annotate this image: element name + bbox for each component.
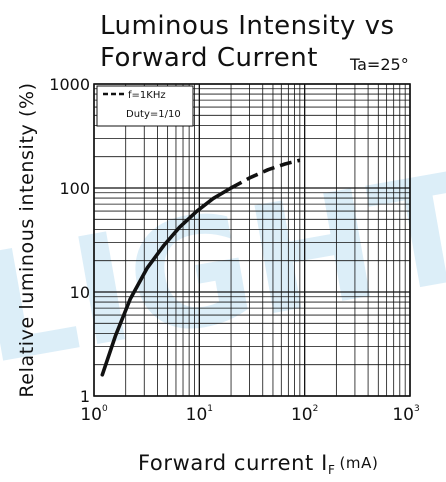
x-tick-exponent: 1 [207, 404, 213, 414]
x-tick-label: 101 [186, 404, 213, 425]
svg-text:Forward current IF(mA): Forward current IF (mA) [138, 451, 378, 477]
y-axis-label: Relative luminous intensity (%) [16, 82, 38, 397]
x-tick-base: 10 [291, 405, 313, 425]
x-tick-base: 10 [186, 405, 208, 425]
x-tick-label: 102 [291, 404, 318, 425]
x-tick-base: 10 [80, 405, 102, 425]
y-tick-label: 1000 [49, 75, 90, 94]
condition-label: Ta=25° [349, 55, 409, 74]
legend-line2: Duty=1/10 [126, 109, 181, 120]
x-tick-label: 103 [392, 404, 419, 425]
legend-line1: f=1KHz [128, 90, 166, 101]
y-tick-label: 100 [59, 179, 90, 198]
x-axis-label-unit: (mA) [339, 454, 378, 472]
x-tick-base: 10 [392, 405, 414, 425]
x-tick-exponent: 0 [102, 404, 108, 414]
y-tick-label: 10 [70, 283, 90, 302]
chart-title-line2: Forward Current [100, 43, 318, 73]
x-tick-label: 100 [80, 404, 108, 425]
x-tick-exponent: 2 [313, 404, 319, 414]
x-axis-label-main: Forward current I [138, 451, 328, 475]
x-axis-label: Forward current IF (mA) [138, 451, 378, 477]
chart-title-line1: Luminous Intensity vs [100, 11, 395, 41]
x-axis-label-subscript: F [328, 463, 336, 477]
legend: f=1KHz Duty=1/10 [97, 86, 193, 126]
x-tick-exponent: 3 [414, 404, 420, 414]
y-tick-label: 1 [80, 387, 90, 406]
